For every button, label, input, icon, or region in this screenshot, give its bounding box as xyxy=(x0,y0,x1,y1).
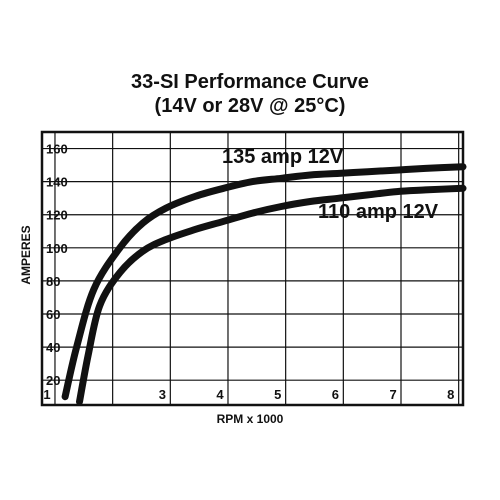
chart-subtitle: (14V or 28V @ 25°C) xyxy=(155,95,346,117)
curve-series-1 xyxy=(76,184,467,406)
y-tick-label-120: 120 xyxy=(46,208,68,223)
x-tick-label-6: 6 xyxy=(332,387,339,402)
x-tick-label-7: 7 xyxy=(389,387,396,402)
y-axis-label: AMPERES xyxy=(19,225,33,284)
chart-title: 33-SI Performance Curve xyxy=(131,71,369,93)
series-label-110-amp: 110 amp 12V xyxy=(318,201,439,223)
tick-labels: 20 40 60 80 100 120 140 160 1 3 4 5 6 7 8 xyxy=(43,142,454,402)
series-label-135-amp: 135 amp 12V xyxy=(222,146,344,168)
x-tick-label-1: 1 xyxy=(43,387,50,402)
plot-frame xyxy=(40,130,465,407)
x-axis-label: RPM x 1000 xyxy=(217,412,284,426)
x-tick-label-4: 4 xyxy=(216,387,224,402)
y-tick-label-160: 160 xyxy=(46,142,68,157)
y-tick-label-60: 60 xyxy=(46,307,60,322)
x-tick-label-8: 8 xyxy=(447,387,454,402)
curves xyxy=(61,163,467,406)
x-tick-label-3: 3 xyxy=(159,387,166,402)
y-tick-label-40: 40 xyxy=(46,340,60,355)
y-tick-label-100: 100 xyxy=(46,241,68,256)
y-tick-label-140: 140 xyxy=(46,175,68,190)
curve-series-0 xyxy=(61,163,467,401)
x-tick-label-5: 5 xyxy=(274,387,281,402)
y-tick-label-20: 20 xyxy=(46,373,60,388)
y-tick-label-80: 80 xyxy=(46,274,60,289)
